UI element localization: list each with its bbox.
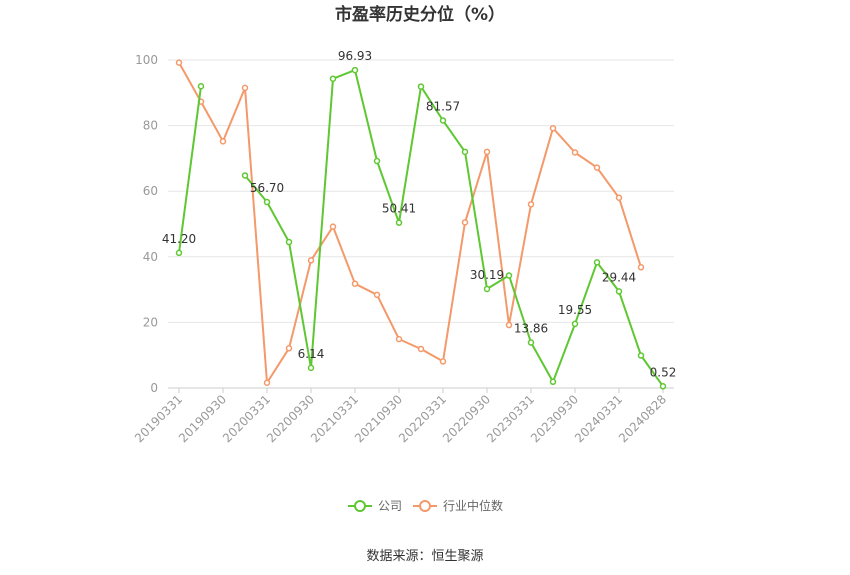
- data-point: [659, 383, 667, 390]
- data-point: [263, 379, 271, 387]
- data-point: [417, 345, 425, 353]
- series-line-0: [244, 69, 664, 387]
- y-tick-label: 40: [143, 250, 158, 264]
- data-point: [219, 138, 227, 145]
- legend-label: 公司: [378, 499, 402, 513]
- legend-item-0[interactable]: 公司: [348, 499, 402, 513]
- legend[interactable]: 公司 行业中位数: [348, 498, 503, 513]
- data-point: [571, 149, 579, 156]
- y-tick-label: 60: [143, 184, 158, 198]
- axes: 0204060801002019033120190930202003312020…: [132, 53, 669, 445]
- data-point: [439, 117, 447, 124]
- data-point: [637, 352, 645, 359]
- data-point: [285, 345, 293, 352]
- data-point: [175, 249, 183, 257]
- data-point: [263, 198, 271, 206]
- legend-marker: [354, 500, 366, 512]
- data-label: 0.52: [650, 365, 677, 379]
- grid: [168, 59, 674, 389]
- data-point: [329, 223, 337, 230]
- data-label: 30.19: [470, 268, 504, 282]
- y-tick-label: 100: [135, 53, 158, 67]
- data-point: [637, 264, 645, 271]
- legend-item-1[interactable]: 行业中位数: [413, 498, 503, 513]
- data-labels: 41.20 56.70 6.14 96.93 50.41 81.57 30.19 13.86 1…: [162, 49, 677, 379]
- data-point: [571, 320, 579, 328]
- data-label: 56.70: [250, 181, 284, 195]
- data-label: 19.55: [558, 303, 592, 317]
- data-point: [593, 164, 601, 171]
- data-label: 29.44: [602, 270, 636, 284]
- data-point: [307, 257, 315, 264]
- series-line-0: [178, 86, 202, 254]
- data-point: [351, 66, 359, 74]
- data-point: [417, 83, 425, 90]
- data-point: [527, 201, 535, 208]
- legend-label: 行业中位数: [443, 498, 503, 513]
- data-point: [549, 124, 557, 132]
- legend-marker: [419, 500, 431, 512]
- data-label: 96.93: [338, 49, 372, 63]
- data-label: 81.57: [426, 99, 460, 113]
- chart-title: 市盈率历史分位（%）: [335, 4, 505, 25]
- data-label: 13.86: [514, 322, 548, 336]
- data-point: [285, 238, 293, 246]
- data-point: [307, 364, 315, 372]
- data-point: [615, 194, 623, 202]
- data-label: 6.14: [298, 347, 325, 361]
- data-point: [395, 219, 403, 226]
- data-point: [197, 82, 205, 90]
- data-point: [461, 148, 469, 156]
- y-tick-label: 0: [150, 381, 158, 395]
- data-point: [593, 259, 601, 266]
- data-point: [615, 288, 623, 295]
- data-point: [241, 84, 249, 92]
- data-point: [461, 219, 469, 226]
- data-point: [549, 378, 557, 386]
- data-point: [483, 148, 491, 156]
- data-point: [505, 272, 513, 279]
- data-point: [351, 280, 359, 287]
- data-point: [395, 335, 403, 343]
- source-note: 数据来源：恒生聚源: [366, 549, 483, 564]
- data-point: [439, 358, 447, 365]
- data-point: [483, 285, 491, 293]
- data-point: [175, 59, 183, 66]
- series-line-1: [178, 62, 642, 384]
- series: [175, 59, 667, 390]
- data-point: [373, 291, 381, 299]
- x-tick-label: 20240828: [616, 392, 669, 445]
- data-point: [505, 321, 513, 329]
- data-point: [527, 339, 535, 346]
- data-point: [373, 157, 381, 165]
- data-label: 41.20: [162, 232, 196, 246]
- y-tick-label: 80: [143, 119, 158, 133]
- data-point: [241, 172, 249, 179]
- data-point: [329, 75, 337, 82]
- data-label: 50.41: [382, 202, 416, 216]
- y-tick-label: 20: [143, 315, 158, 329]
